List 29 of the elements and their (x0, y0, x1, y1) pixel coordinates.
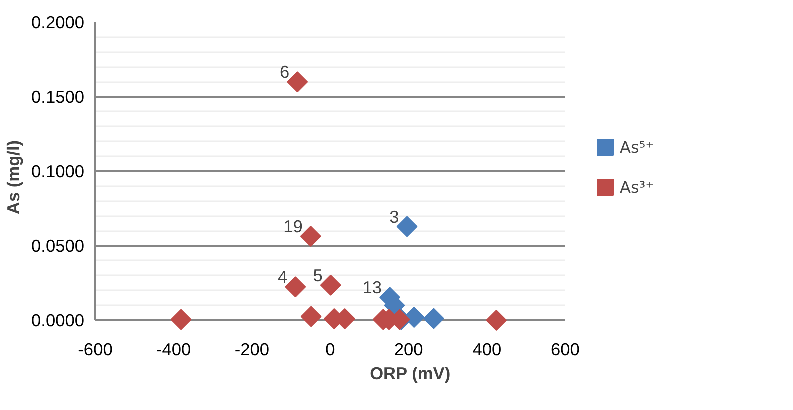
x-tick-label: 600 (551, 340, 580, 360)
annotation: 4 (278, 267, 288, 288)
y-tick-label: 0.2000 (32, 12, 84, 32)
y-tick-label: 0.0500 (32, 236, 84, 256)
point (300, 226, 322, 247)
x-tick-label: 200 (394, 340, 424, 360)
annotation: 6 (280, 62, 290, 82)
x-tick-label: -400 (156, 340, 192, 360)
x-axis-title: ORP (mV) (370, 364, 451, 384)
legend-label: As⁵⁺ (620, 138, 654, 156)
x-tick-label: 400 (472, 340, 502, 360)
annotation: 5 (313, 265, 323, 286)
annotation: 19 (284, 216, 303, 236)
x-tick-label: 0 (326, 340, 336, 360)
y-tick-label: 0.1500 (32, 87, 84, 107)
x-tick-label: -200 (234, 340, 270, 360)
point (423, 308, 444, 330)
annotation: 3 (390, 206, 400, 227)
point (486, 310, 508, 331)
y-tick-label: 0.1000 (32, 162, 84, 182)
point (300, 306, 322, 328)
y-axis-title: As (mg/l) (4, 140, 24, 215)
x-tick-label: -600 (78, 340, 113, 360)
point (170, 309, 192, 330)
annotation: 13 (362, 278, 382, 298)
y-tick-label: 0.0000 (32, 310, 84, 330)
point (287, 72, 308, 93)
point (396, 216, 418, 238)
legend-label: As³⁺ (620, 178, 654, 196)
